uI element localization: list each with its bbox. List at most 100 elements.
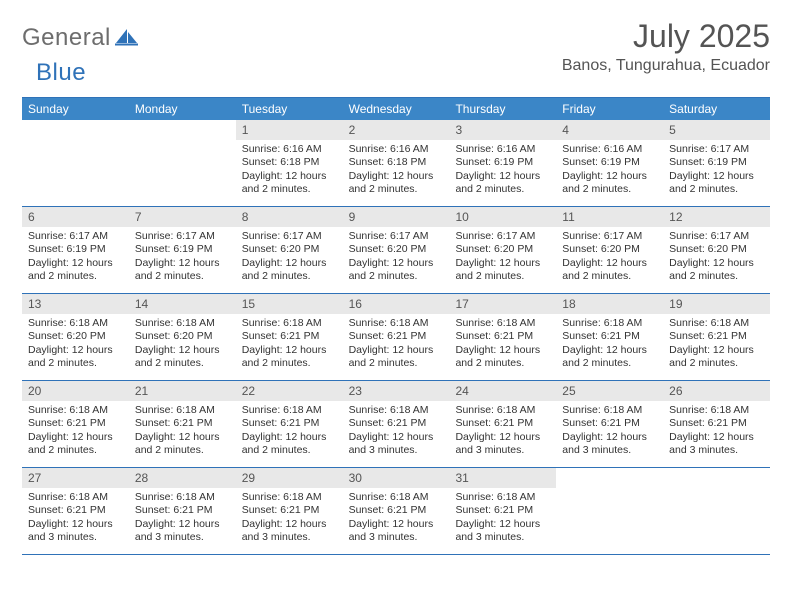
day-body: Sunrise: 6:18 AMSunset: 6:21 PMDaylight:… [236,401,343,462]
dow-cell: Monday [129,98,236,120]
daylight-line: Daylight: 12 hours and 3 minutes. [562,431,657,458]
day-cell: 21Sunrise: 6:18 AMSunset: 6:21 PMDayligh… [129,381,236,467]
daylight-line: Daylight: 12 hours and 2 minutes. [669,344,764,371]
daylight-line: Daylight: 12 hours and 2 minutes. [242,170,337,197]
daylight-line: Daylight: 12 hours and 2 minutes. [455,257,550,284]
week-row: 27Sunrise: 6:18 AMSunset: 6:21 PMDayligh… [22,468,770,555]
day-cell-empty [556,468,663,554]
day-body: Sunrise: 6:17 AMSunset: 6:20 PMDaylight:… [343,227,450,288]
sunrise-line: Sunrise: 6:18 AM [349,491,444,504]
day-cell: 9Sunrise: 6:17 AMSunset: 6:20 PMDaylight… [343,207,450,293]
day-number: 18 [556,294,663,314]
day-body: Sunrise: 6:17 AMSunset: 6:20 PMDaylight:… [663,227,770,288]
daylight-line: Daylight: 12 hours and 2 minutes. [349,170,444,197]
day-cell: 14Sunrise: 6:18 AMSunset: 6:20 PMDayligh… [129,294,236,380]
sunrise-line: Sunrise: 6:18 AM [349,404,444,417]
day-cell: 29Sunrise: 6:18 AMSunset: 6:21 PMDayligh… [236,468,343,554]
day-body: Sunrise: 6:18 AMSunset: 6:21 PMDaylight:… [129,401,236,462]
day-body: Sunrise: 6:17 AMSunset: 6:20 PMDaylight:… [556,227,663,288]
day-body: Sunrise: 6:18 AMSunset: 6:21 PMDaylight:… [449,401,556,462]
daylight-line: Daylight: 12 hours and 3 minutes. [669,431,764,458]
sunset-line: Sunset: 6:20 PM [455,243,550,256]
sunrise-line: Sunrise: 6:17 AM [455,230,550,243]
sunset-line: Sunset: 6:21 PM [669,330,764,343]
day-body: Sunrise: 6:16 AMSunset: 6:19 PMDaylight:… [556,140,663,201]
day-cell: 15Sunrise: 6:18 AMSunset: 6:21 PMDayligh… [236,294,343,380]
day-number: 11 [556,207,663,227]
dow-row: SundayMondayTuesdayWednesdayThursdayFrid… [22,98,770,120]
day-body: Sunrise: 6:18 AMSunset: 6:21 PMDaylight:… [236,488,343,549]
day-number: 2 [343,120,450,140]
daylight-line: Daylight: 12 hours and 2 minutes. [669,257,764,284]
sunset-line: Sunset: 6:21 PM [455,417,550,430]
brand-part2: Blue [36,59,86,87]
sunrise-line: Sunrise: 6:18 AM [562,317,657,330]
daylight-line: Daylight: 12 hours and 2 minutes. [242,257,337,284]
day-number: 4 [556,120,663,140]
day-cell: 20Sunrise: 6:18 AMSunset: 6:21 PMDayligh… [22,381,129,467]
sunset-line: Sunset: 6:21 PM [349,504,444,517]
day-cell-empty [129,120,236,206]
sunset-line: Sunset: 6:21 PM [242,504,337,517]
day-cell: 2Sunrise: 6:16 AMSunset: 6:18 PMDaylight… [343,120,450,206]
sunrise-line: Sunrise: 6:18 AM [455,404,550,417]
sunset-line: Sunset: 6:20 PM [135,330,230,343]
day-body: Sunrise: 6:18 AMSunset: 6:21 PMDaylight:… [449,314,556,375]
sunset-line: Sunset: 6:20 PM [349,243,444,256]
daylight-line: Daylight: 12 hours and 3 minutes. [455,431,550,458]
sunset-line: Sunset: 6:21 PM [135,417,230,430]
day-body: Sunrise: 6:16 AMSunset: 6:19 PMDaylight:… [449,140,556,201]
day-body: Sunrise: 6:17 AMSunset: 6:20 PMDaylight:… [236,227,343,288]
title-block: July 2025 Banos, Tungurahua, Ecuador [562,18,770,75]
day-cell: 30Sunrise: 6:18 AMSunset: 6:21 PMDayligh… [343,468,450,554]
day-body: Sunrise: 6:18 AMSunset: 6:21 PMDaylight:… [556,314,663,375]
daylight-line: Daylight: 12 hours and 2 minutes. [135,431,230,458]
day-body: Sunrise: 6:18 AMSunset: 6:21 PMDaylight:… [236,314,343,375]
sunrise-line: Sunrise: 6:18 AM [28,317,123,330]
day-number: 20 [22,381,129,401]
day-number: 8 [236,207,343,227]
day-body: Sunrise: 6:18 AMSunset: 6:21 PMDaylight:… [663,314,770,375]
sunset-line: Sunset: 6:19 PM [135,243,230,256]
day-body: Sunrise: 6:18 AMSunset: 6:21 PMDaylight:… [449,488,556,549]
day-body: Sunrise: 6:18 AMSunset: 6:21 PMDaylight:… [343,488,450,549]
day-body: Sunrise: 6:16 AMSunset: 6:18 PMDaylight:… [343,140,450,201]
sunset-line: Sunset: 6:21 PM [242,330,337,343]
day-number: 31 [449,468,556,488]
day-number: 7 [129,207,236,227]
day-number: 15 [236,294,343,314]
day-cell: 5Sunrise: 6:17 AMSunset: 6:19 PMDaylight… [663,120,770,206]
week-row: 6Sunrise: 6:17 AMSunset: 6:19 PMDaylight… [22,207,770,294]
day-body: Sunrise: 6:18 AMSunset: 6:21 PMDaylight:… [343,314,450,375]
day-cell: 18Sunrise: 6:18 AMSunset: 6:21 PMDayligh… [556,294,663,380]
sunset-line: Sunset: 6:19 PM [455,156,550,169]
day-body: Sunrise: 6:18 AMSunset: 6:21 PMDaylight:… [343,401,450,462]
day-body: Sunrise: 6:17 AMSunset: 6:19 PMDaylight:… [129,227,236,288]
day-body: Sunrise: 6:18 AMSunset: 6:21 PMDaylight:… [22,401,129,462]
day-cell: 31Sunrise: 6:18 AMSunset: 6:21 PMDayligh… [449,468,556,554]
day-body: Sunrise: 6:16 AMSunset: 6:18 PMDaylight:… [236,140,343,201]
daylight-line: Daylight: 12 hours and 2 minutes. [349,344,444,371]
week-row: 1Sunrise: 6:16 AMSunset: 6:18 PMDaylight… [22,120,770,207]
day-number: 1 [236,120,343,140]
day-cell: 19Sunrise: 6:18 AMSunset: 6:21 PMDayligh… [663,294,770,380]
sunset-line: Sunset: 6:21 PM [455,330,550,343]
sunrise-line: Sunrise: 6:18 AM [455,491,550,504]
sunrise-line: Sunrise: 6:18 AM [28,491,123,504]
daylight-line: Daylight: 12 hours and 2 minutes. [135,257,230,284]
sunset-line: Sunset: 6:21 PM [28,504,123,517]
day-number: 9 [343,207,450,227]
day-number: 30 [343,468,450,488]
week-row: 20Sunrise: 6:18 AMSunset: 6:21 PMDayligh… [22,381,770,468]
day-number: 16 [343,294,450,314]
day-cell: 28Sunrise: 6:18 AMSunset: 6:21 PMDayligh… [129,468,236,554]
sunrise-line: Sunrise: 6:18 AM [135,491,230,504]
brand-sail-icon [115,28,139,46]
sunset-line: Sunset: 6:21 PM [28,417,123,430]
daylight-line: Daylight: 12 hours and 3 minutes. [135,518,230,545]
daylight-line: Daylight: 12 hours and 2 minutes. [455,344,550,371]
sunrise-line: Sunrise: 6:17 AM [669,230,764,243]
daylight-line: Daylight: 12 hours and 2 minutes. [562,344,657,371]
sunset-line: Sunset: 6:21 PM [135,504,230,517]
dow-cell: Wednesday [343,98,450,120]
